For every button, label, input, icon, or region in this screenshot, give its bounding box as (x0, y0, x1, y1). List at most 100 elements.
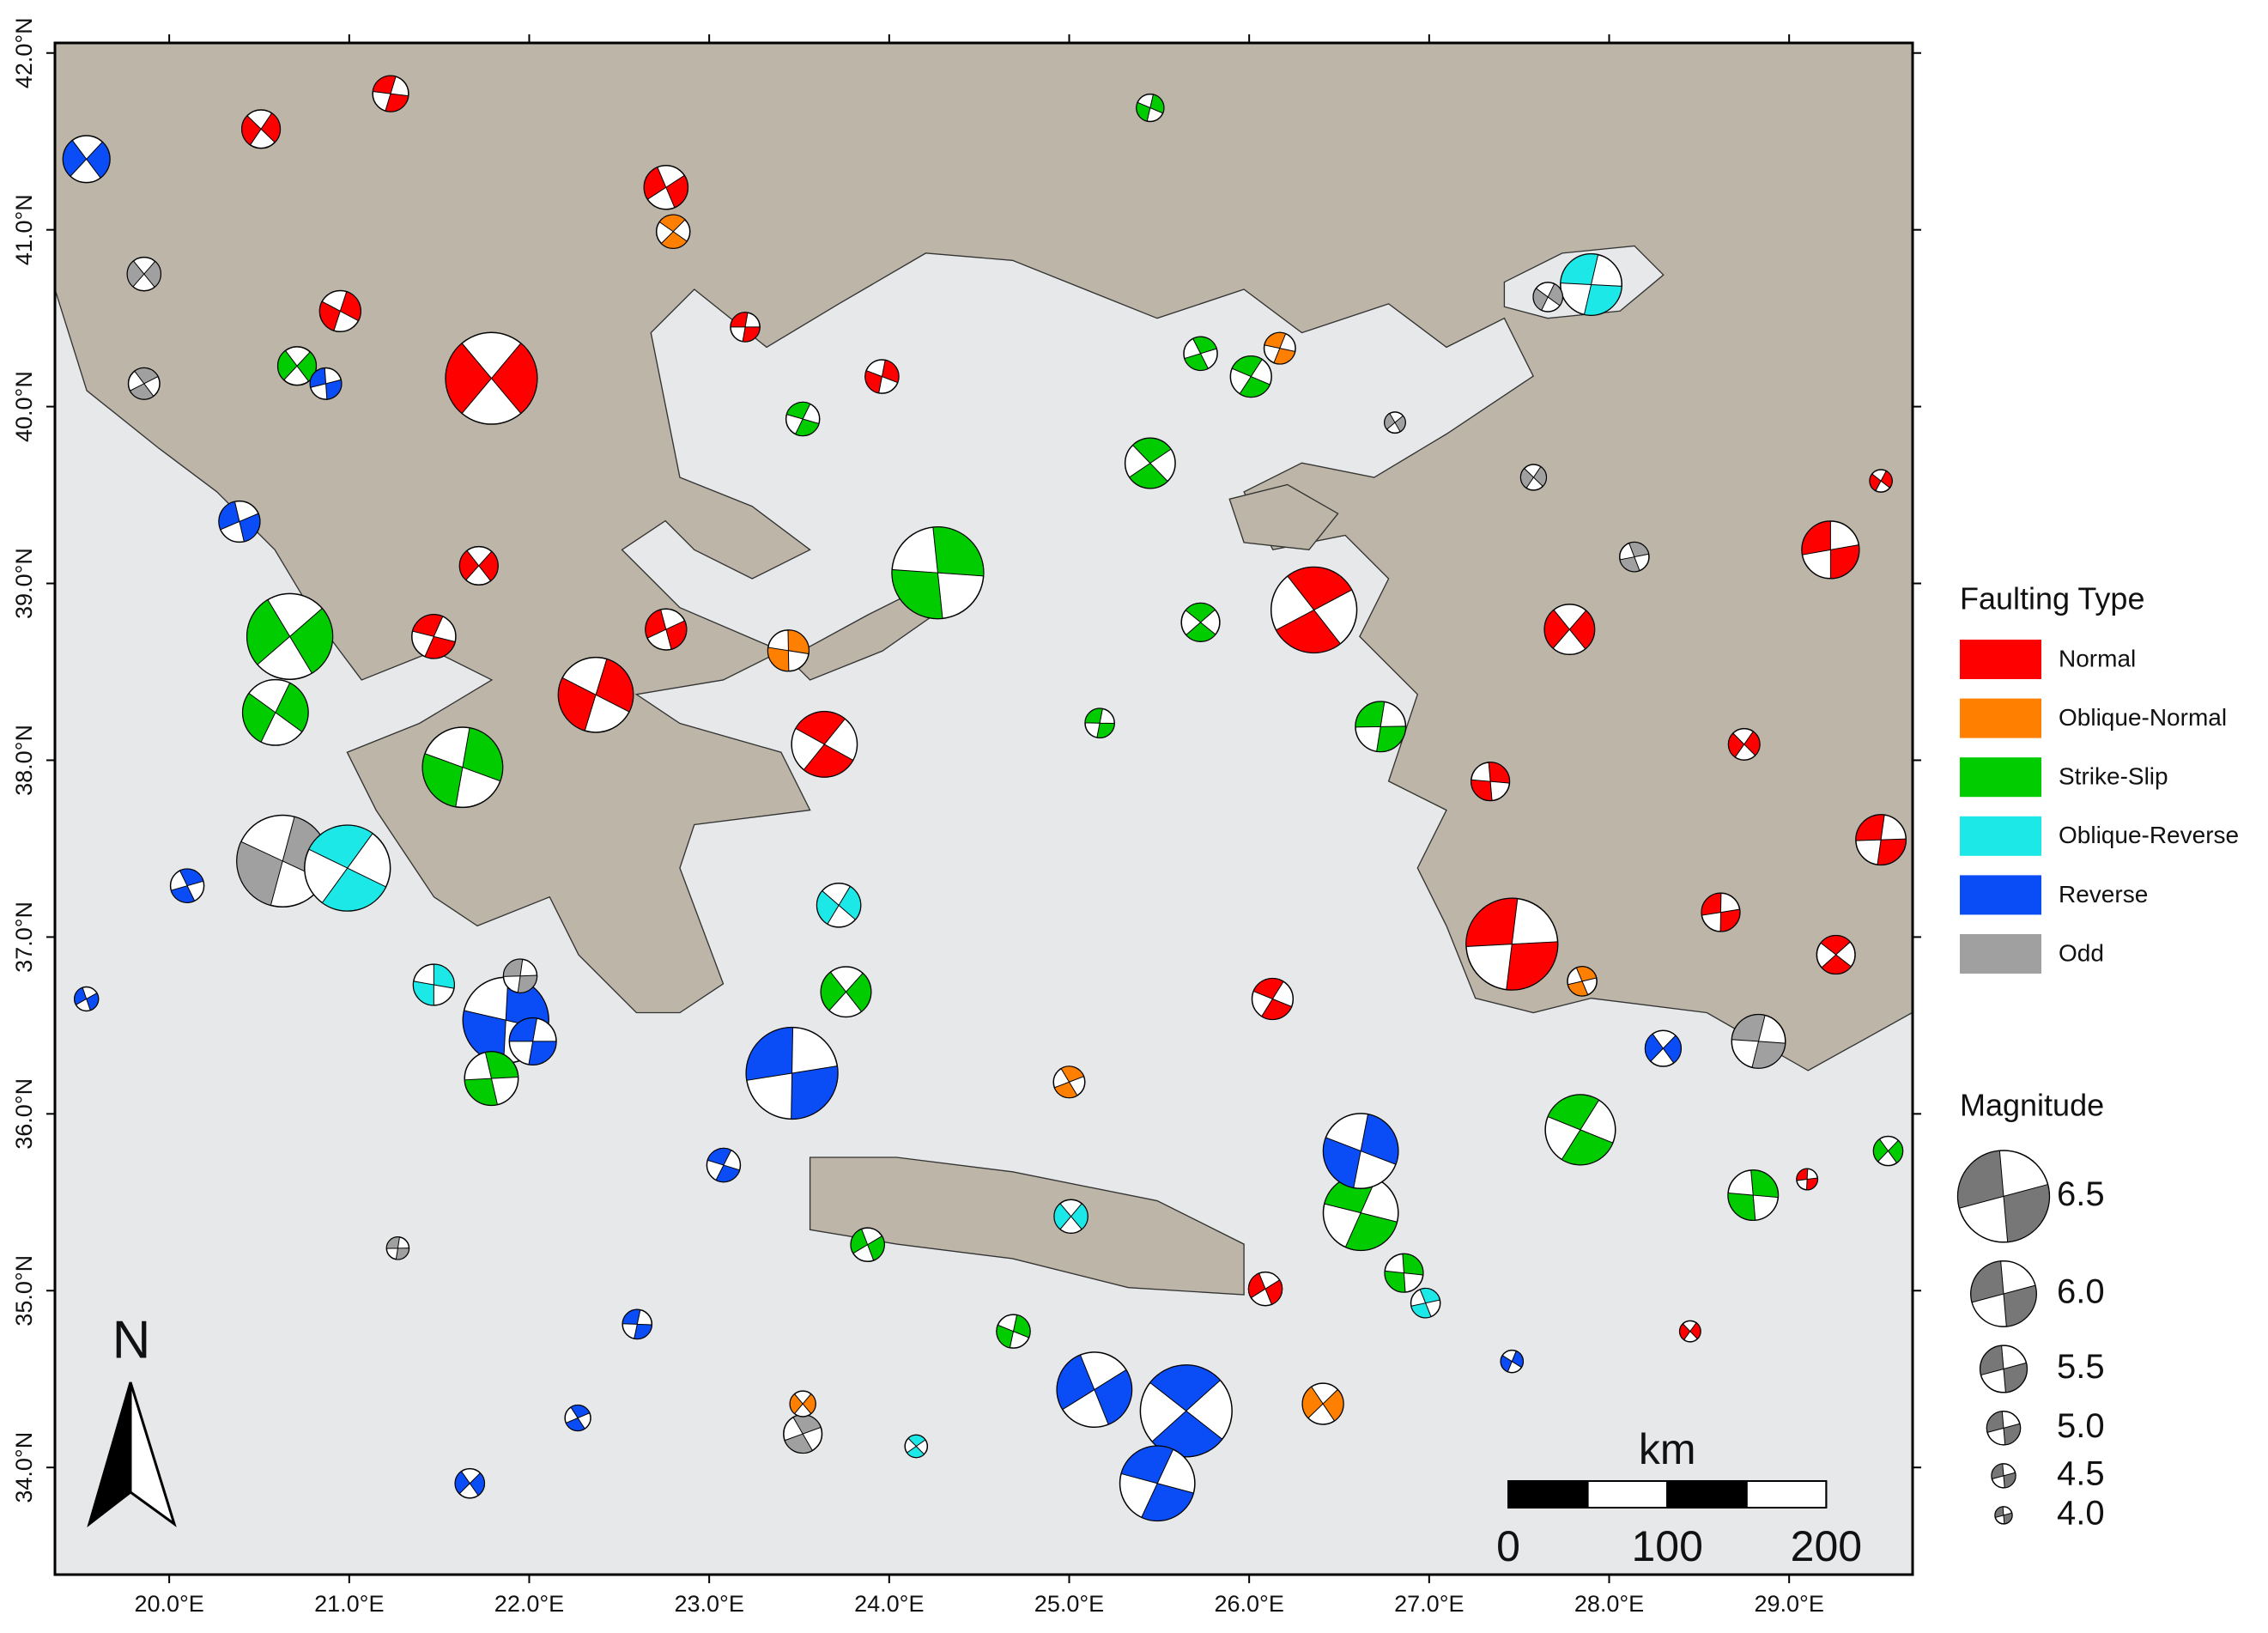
y-tick-label: 37.0°N (11, 901, 37, 973)
ball-quadrants (62, 139, 111, 179)
ball-quadrants (906, 1434, 926, 1459)
magnitude-label: 5.0 (2057, 1407, 2105, 1445)
ball-quadrants (218, 501, 261, 543)
beachball (1384, 411, 1406, 434)
ball-quadrants (241, 112, 281, 146)
ball-quadrants (1384, 1253, 1424, 1293)
ball-quadrants (1264, 331, 1296, 365)
y-tick-label: 41.0°N (11, 194, 37, 265)
ball-quadrants (1185, 603, 1216, 642)
legend-label: Oblique-Normal (2059, 704, 2227, 731)
beachball (1727, 727, 1761, 761)
beachball (1056, 1351, 1133, 1429)
beachball (421, 726, 504, 809)
beachball (1994, 1506, 2013, 1525)
beachball (564, 1404, 591, 1432)
ball-quadrants (1465, 897, 1559, 991)
beachball (1855, 814, 1907, 866)
legend-label: Oblique-Reverse (2059, 822, 2239, 848)
ball-quadrants (74, 986, 100, 1011)
ball-quadrants (996, 1314, 1031, 1349)
ball-quadrants (1543, 609, 1596, 650)
legend-label: Reverse (2059, 881, 2148, 908)
beachball (1322, 1113, 1399, 1190)
beachball (276, 346, 318, 386)
beachball (1543, 604, 1596, 656)
ball-quadrants (643, 167, 688, 209)
scale-label: 0 (1496, 1522, 1520, 1570)
ball-quadrants (1410, 1288, 1440, 1319)
ball-quadrants (850, 1228, 885, 1261)
scale-unit: km (1639, 1425, 1696, 1473)
ball-quadrants (1275, 567, 1353, 653)
ball-quadrants (1053, 1203, 1089, 1230)
x-tick-label: 25.0°E (1034, 1591, 1104, 1617)
beachball (1796, 1168, 1819, 1191)
axes: 20.0°E 21.0°E 22.0°E 23.0°E 24.0°E 25.0°E 26.0… (11, 17, 1921, 1617)
ball-quadrants (1994, 1506, 2013, 1525)
beachball (850, 1227, 885, 1263)
beachball (1136, 93, 1165, 123)
scale-label: 200 (1791, 1522, 1862, 1570)
beachball (411, 614, 457, 659)
legend-swatch (1960, 816, 2041, 856)
x-tick-label: 20.0°E (134, 1591, 203, 1617)
magnitude-title: Magnitude (1960, 1088, 2104, 1123)
ball-quadrants (784, 1414, 822, 1454)
ball-quadrants (1986, 1411, 2021, 1446)
beachball (1229, 355, 1272, 398)
ball-quadrants (246, 598, 334, 674)
ball-quadrants (1056, 1354, 1132, 1425)
beachball (169, 868, 205, 903)
magnitude-label: 5.5 (2057, 1348, 2105, 1386)
y-tick-label: 36.0°N (11, 1078, 37, 1150)
x-tick-label: 23.0°E (674, 1591, 743, 1617)
legend: Normal Oblique-Normal Strike-Slip Oblique-R… (1960, 640, 2239, 974)
beachball (783, 1413, 823, 1454)
y-tick-label: 39.0°N (11, 548, 37, 619)
ball-quadrants (730, 312, 761, 343)
ball-quadrants (1128, 437, 1172, 489)
ball-quadrants (706, 1148, 741, 1183)
ball-quadrants (1701, 892, 1741, 932)
ball-quadrants (277, 349, 317, 382)
north-arrow: N (87, 1310, 177, 1527)
beachball (1519, 464, 1548, 491)
ball-quadrants (1519, 465, 1547, 489)
ball-quadrants (795, 711, 854, 778)
scale-label: 100 (1631, 1522, 1702, 1570)
beachball (767, 629, 810, 672)
legend-swatch (1960, 640, 2041, 679)
beachball (706, 1147, 742, 1183)
beachball (1544, 1094, 1616, 1166)
x-tick-label: 28.0°E (1574, 1591, 1644, 1617)
y-tick-label: 34.0°N (11, 1432, 37, 1503)
beachball (1465, 897, 1559, 991)
beachball (891, 526, 985, 620)
ball-quadrants (658, 214, 688, 249)
beachball (1183, 336, 1218, 372)
ball-quadrants (1970, 1260, 2037, 1327)
beachball (385, 1236, 410, 1260)
ball-quadrants (1560, 253, 1622, 316)
ball-quadrants (565, 1405, 591, 1431)
legend-swatch (1960, 934, 2041, 974)
beachball (1567, 966, 1598, 997)
beachball (789, 1390, 816, 1417)
beachball (502, 958, 538, 994)
ball-quadrants (1355, 701, 1406, 753)
beachball (1986, 1411, 2022, 1446)
beachball (1247, 1271, 1283, 1307)
beachball (1872, 1135, 1904, 1167)
ball-quadrants (864, 359, 900, 394)
ball-quadrants (1322, 1114, 1399, 1189)
ball-quadrants (1247, 1272, 1283, 1305)
beachball (1053, 1199, 1089, 1235)
beachball (645, 608, 688, 651)
beachball (622, 1308, 653, 1340)
land (55, 43, 1913, 1296)
ball-quadrants (1619, 542, 1650, 573)
ball-quadrants (1980, 1345, 2028, 1393)
ball-quadrants (1136, 94, 1165, 122)
ball-quadrants (622, 1308, 652, 1339)
